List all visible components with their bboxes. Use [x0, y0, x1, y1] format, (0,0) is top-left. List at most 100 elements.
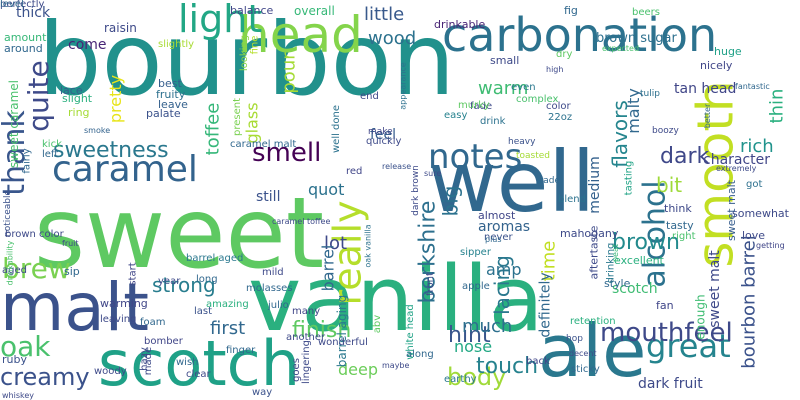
word-hop: hop	[566, 334, 583, 344]
word-along: along	[406, 349, 434, 360]
word-still: still	[256, 189, 281, 205]
word-blend: blend	[558, 194, 586, 205]
word-notes: notes	[428, 137, 523, 177]
word-barrel: barrel	[317, 244, 337, 291]
word-sip: sip	[64, 265, 80, 278]
word-great: great	[646, 327, 731, 365]
word-foam: foam	[140, 317, 166, 328]
word-pretty: pretty	[106, 74, 126, 124]
word-bourbon-barrel: bourbon barrel	[738, 234, 760, 369]
word-quite: quite	[21, 60, 55, 132]
word-thin: thin	[765, 88, 787, 123]
word-feel: feel	[370, 127, 397, 143]
word-nose: nose	[454, 337, 493, 356]
word-back: back	[526, 356, 550, 367]
word-sweet: sweet	[34, 177, 325, 291]
word-woody: woody	[94, 366, 127, 377]
word-amount: amount	[4, 31, 47, 44]
word-pour: pour	[278, 51, 300, 94]
word-complex: complex	[516, 94, 559, 105]
word-overall: overall	[294, 4, 335, 18]
word-character: character	[703, 152, 771, 168]
word-trade: trade	[536, 176, 560, 186]
word-amp: amp	[486, 260, 522, 279]
word-glass: glass	[242, 101, 262, 144]
word-perfectly: perfectly	[0, 0, 45, 10]
word-caramel-toffee: caramel toffee	[272, 217, 331, 226]
word-kick: kick	[42, 139, 62, 150]
word-smoke: smoke	[84, 126, 111, 135]
word-medium: medium	[586, 156, 603, 214]
word-toffee: toffee	[201, 102, 223, 155]
word-sweet-malt: sweet malt	[724, 180, 738, 241]
word-small: small	[490, 54, 520, 67]
word-wood: wood	[368, 28, 417, 49]
word-long: long	[196, 274, 218, 285]
word-ring: ring	[68, 106, 90, 119]
word-vanilla: vanilla	[248, 247, 544, 352]
word-abv: abv	[372, 314, 384, 334]
word-lingering: lingering	[300, 340, 312, 384]
word-maybe: maybe	[382, 361, 410, 370]
word-barrel-aging: barrel aging	[335, 294, 350, 368]
word-body: body	[447, 363, 507, 391]
word-tasty: tasty	[666, 219, 694, 232]
word-fantastic: fantastic	[735, 82, 770, 91]
word-many: many	[292, 306, 321, 317]
word-big: big	[437, 185, 462, 216]
word-scotch: scotch	[612, 281, 658, 297]
word-sweet-caramel: sweet caramel	[7, 80, 21, 168]
word-light: light	[178, 0, 263, 41]
word-make: make	[368, 127, 393, 137]
word-well-done: well done	[331, 104, 343, 154]
word-caramel: caramel	[52, 149, 198, 190]
word-touch: touch	[476, 354, 539, 379]
word-barrel-aged: barrel aged	[186, 253, 244, 264]
word-ruby: ruby	[2, 353, 27, 366]
word-mahogany: mahogany	[560, 227, 619, 240]
word-expected: expected	[602, 44, 640, 53]
word-well: well	[428, 133, 596, 231]
word-heavy: heavy	[508, 137, 536, 147]
word-better: better	[703, 103, 713, 129]
word-clear: clear	[186, 369, 211, 380]
word-thick: thick	[16, 5, 51, 21]
word-tulip: tulip	[640, 89, 660, 99]
word-deep: deep	[338, 360, 378, 379]
word-easy: easy	[444, 110, 468, 121]
word-think: think	[664, 202, 692, 215]
word-leave: leave	[158, 98, 188, 111]
word-dark: dark	[660, 144, 710, 169]
word-strong: strong	[152, 273, 216, 297]
word-sweetness: sweetness	[53, 138, 169, 163]
word-wonderful: wonderful	[318, 337, 368, 348]
word-scotch: scotch	[98, 327, 301, 400]
word-nicely: nicely	[700, 59, 733, 72]
word-aftertaste: aftertaste	[586, 225, 600, 279]
word-left: left	[42, 149, 59, 160]
word-bit: bit	[656, 173, 683, 197]
word-style: style	[604, 277, 631, 290]
word-enough: enough	[693, 293, 708, 340]
word-brown: brown	[612, 230, 680, 255]
word-right: right	[672, 231, 696, 242]
word-much: much	[462, 316, 513, 337]
word-raisin: raisin	[104, 21, 137, 35]
word-leaving: leaving	[100, 314, 137, 325]
word-appearance: appearance	[398, 61, 408, 110]
word-drink: drink	[480, 116, 506, 127]
word-apple: apple	[462, 281, 490, 292]
word-present: present	[232, 97, 244, 137]
word-way: way	[252, 387, 273, 398]
word-brew: brew	[2, 252, 71, 285]
word-another: another	[286, 332, 326, 343]
word-drinkability: drinkability	[4, 240, 14, 285]
word-oak-vanilla: oak vanilla	[363, 223, 373, 268]
word-whiskey: whiskey	[2, 391, 35, 400]
word-drinkable: drinkable	[434, 18, 486, 31]
word-sticky: sticky	[571, 364, 600, 375]
word-aged: aged	[2, 265, 27, 276]
word-slightly: slightly	[158, 39, 195, 50]
word-hint: hint	[448, 323, 491, 348]
word-red: red	[346, 166, 363, 177]
